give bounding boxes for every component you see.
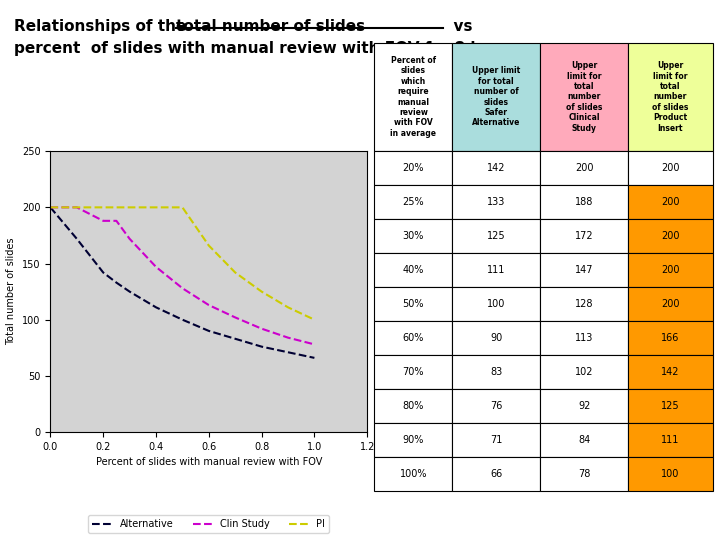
Bar bbox=[452, 423, 540, 457]
Text: 40%: 40% bbox=[402, 265, 424, 275]
Text: 84: 84 bbox=[578, 435, 590, 445]
Text: percent  of slides with manual review with FOV for 8 hours: percent of slides with manual review wit… bbox=[14, 40, 519, 56]
Bar bbox=[374, 355, 452, 389]
Bar bbox=[374, 287, 452, 321]
Bar bbox=[540, 457, 628, 491]
Text: 188: 188 bbox=[575, 197, 593, 207]
Bar bbox=[628, 151, 713, 185]
Text: 125: 125 bbox=[661, 401, 680, 411]
Bar bbox=[540, 287, 628, 321]
Text: 111: 111 bbox=[661, 435, 680, 445]
Bar bbox=[374, 185, 452, 219]
Text: 111: 111 bbox=[487, 265, 505, 275]
Bar bbox=[540, 219, 628, 253]
Text: 90%: 90% bbox=[402, 435, 424, 445]
Text: 100%: 100% bbox=[400, 469, 427, 480]
Text: 20%: 20% bbox=[402, 163, 424, 173]
Text: 200: 200 bbox=[575, 163, 593, 173]
Text: 125: 125 bbox=[487, 231, 505, 241]
Text: Percent of
slides
which
require
manual
review
with FOV
in average: Percent of slides which require manual r… bbox=[390, 56, 436, 138]
Bar bbox=[540, 355, 628, 389]
Bar bbox=[374, 253, 452, 287]
Text: 90: 90 bbox=[490, 333, 503, 343]
Bar bbox=[452, 219, 540, 253]
Text: 30%: 30% bbox=[402, 231, 424, 241]
Text: 92: 92 bbox=[578, 401, 590, 411]
Text: 80%: 80% bbox=[402, 401, 424, 411]
Text: Relationships of the: Relationships of the bbox=[14, 19, 192, 34]
Text: 50%: 50% bbox=[402, 299, 424, 309]
Bar bbox=[540, 185, 628, 219]
Text: 71: 71 bbox=[490, 435, 503, 445]
Bar bbox=[540, 389, 628, 423]
Text: 76: 76 bbox=[490, 401, 503, 411]
Bar bbox=[452, 355, 540, 389]
Text: 100: 100 bbox=[487, 299, 505, 309]
Text: 60%: 60% bbox=[402, 333, 424, 343]
Text: 128: 128 bbox=[575, 299, 593, 309]
Text: 83: 83 bbox=[490, 367, 503, 377]
Text: 200: 200 bbox=[661, 163, 680, 173]
Bar bbox=[452, 253, 540, 287]
Text: 78: 78 bbox=[578, 469, 590, 480]
Text: 166: 166 bbox=[661, 333, 680, 343]
Bar bbox=[540, 151, 628, 185]
Text: 142: 142 bbox=[661, 367, 680, 377]
Text: 200: 200 bbox=[661, 265, 680, 275]
Text: Upper limit
for total
number of
slides
Safer
Alternative: Upper limit for total number of slides S… bbox=[472, 66, 521, 127]
Text: 200: 200 bbox=[661, 299, 680, 309]
Text: 200: 200 bbox=[661, 231, 680, 241]
Bar bbox=[628, 253, 713, 287]
Bar bbox=[452, 321, 540, 355]
Text: total number of slides: total number of slides bbox=[176, 19, 366, 34]
Text: vs: vs bbox=[443, 19, 472, 34]
Bar bbox=[374, 321, 452, 355]
Bar bbox=[628, 185, 713, 219]
Y-axis label: Total number of slides: Total number of slides bbox=[6, 238, 17, 346]
Bar bbox=[374, 423, 452, 457]
Bar bbox=[628, 457, 713, 491]
Bar bbox=[452, 43, 540, 151]
Text: 66: 66 bbox=[490, 469, 503, 480]
Bar bbox=[628, 423, 713, 457]
Text: 200: 200 bbox=[661, 197, 680, 207]
Bar bbox=[540, 43, 628, 151]
Bar bbox=[452, 389, 540, 423]
Bar bbox=[452, 185, 540, 219]
Text: Upper
limit for
total
number
of slides
Product
Insert: Upper limit for total number of slides P… bbox=[652, 61, 689, 133]
Bar bbox=[628, 287, 713, 321]
Text: 100: 100 bbox=[661, 469, 680, 480]
Bar bbox=[628, 389, 713, 423]
Bar bbox=[374, 151, 452, 185]
Bar bbox=[374, 389, 452, 423]
Bar bbox=[452, 457, 540, 491]
Bar bbox=[374, 457, 452, 491]
X-axis label: Percent of slides with manual review with FOV: Percent of slides with manual review wit… bbox=[96, 457, 322, 467]
Bar bbox=[452, 287, 540, 321]
Text: 172: 172 bbox=[575, 231, 593, 241]
Bar bbox=[628, 321, 713, 355]
Legend: Alternative, Clin Study, PI: Alternative, Clin Study, PI bbox=[89, 516, 329, 534]
Text: 25%: 25% bbox=[402, 197, 424, 207]
Bar bbox=[452, 151, 540, 185]
Bar bbox=[540, 423, 628, 457]
Text: 102: 102 bbox=[575, 367, 593, 377]
Text: Upper
limit for
total
number
of slides
Clinical
Study: Upper limit for total number of slides C… bbox=[566, 61, 603, 133]
Text: 147: 147 bbox=[575, 265, 593, 275]
Bar bbox=[628, 355, 713, 389]
Text: 113: 113 bbox=[575, 333, 593, 343]
Bar bbox=[540, 321, 628, 355]
Bar bbox=[628, 43, 713, 151]
Bar bbox=[374, 43, 452, 151]
Text: 70%: 70% bbox=[402, 367, 424, 377]
Bar bbox=[374, 219, 452, 253]
Text: 142: 142 bbox=[487, 163, 505, 173]
Bar bbox=[628, 219, 713, 253]
Bar bbox=[540, 253, 628, 287]
Text: 133: 133 bbox=[487, 197, 505, 207]
